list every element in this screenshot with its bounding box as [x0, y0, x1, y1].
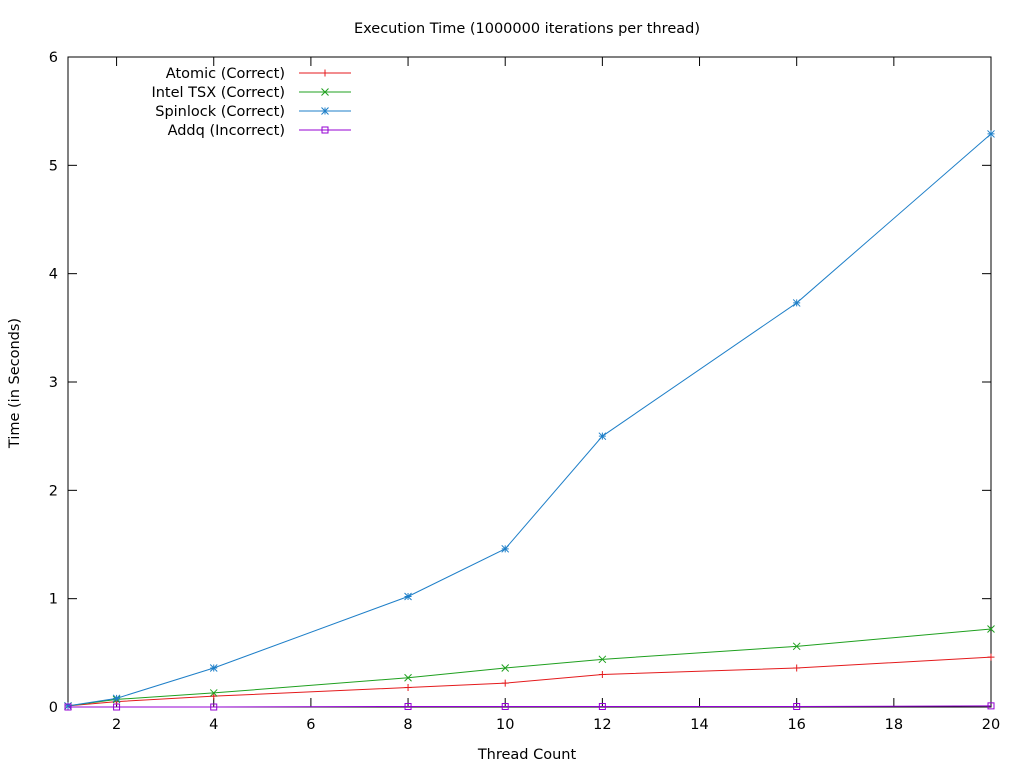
x-axis-label: Thread Count — [477, 747, 577, 763]
data-point-marker — [112, 694, 121, 703]
x-tick-label: 8 — [403, 717, 412, 733]
x-tick-label: 12 — [593, 717, 611, 733]
y-tick-label: 5 — [49, 158, 58, 174]
series-line — [67, 656, 992, 707]
data-point-marker — [321, 126, 329, 134]
y-axis-label: Time (in Seconds) — [7, 318, 23, 449]
legend-label: Atomic (Correct) — [166, 66, 285, 82]
x-tick-label: 2 — [112, 717, 121, 733]
series-line — [67, 628, 992, 707]
data-point-marker — [987, 653, 995, 661]
series-line — [68, 705, 992, 708]
data-point-marker — [501, 702, 509, 710]
data-point-marker — [598, 671, 606, 678]
x-tick-label: 14 — [690, 717, 708, 733]
data-point-marker — [501, 664, 510, 672]
plot-area — [67, 56, 992, 708]
x-tick-label: 6 — [306, 717, 315, 733]
series-line — [67, 133, 992, 707]
y-tick-label: 4 — [49, 267, 58, 283]
data-point-marker — [793, 702, 801, 710]
series-lines — [64, 130, 995, 711]
y-tick-label: 2 — [49, 483, 58, 499]
data-point-marker — [501, 679, 509, 687]
y-tick-label: 6 — [49, 50, 58, 66]
data-point-marker — [209, 689, 218, 697]
data-point-marker — [598, 432, 607, 441]
data-point-marker — [64, 702, 72, 710]
data-point-marker — [209, 664, 218, 672]
y-tick-label: 1 — [49, 592, 58, 608]
x-tick-label: 4 — [209, 717, 218, 733]
data-point-marker — [404, 673, 412, 682]
data-point-marker — [64, 703, 72, 711]
data-point-marker — [598, 655, 607, 664]
data-point-marker — [987, 702, 995, 710]
y-tick-label: 3 — [49, 375, 58, 391]
series-addq-incorrect — [64, 702, 995, 711]
data-point-marker — [404, 592, 412, 601]
data-point-marker — [210, 692, 218, 700]
data-point-marker — [321, 88, 329, 96]
data-point-marker — [598, 702, 606, 710]
chart-title: Execution Time (1000000 iterations per t… — [354, 21, 700, 37]
data-point-marker — [987, 625, 995, 633]
x-tick-label: 18 — [885, 717, 903, 733]
series-atomic-correct — [64, 653, 995, 710]
data-point-marker — [793, 664, 801, 672]
data-point-marker — [501, 544, 510, 553]
data-point-marker — [210, 703, 218, 711]
legend-label: Spinlock (Correct) — [155, 104, 285, 120]
data-point-marker — [404, 684, 412, 691]
data-point-marker — [321, 107, 329, 115]
legend-label: Addq (Incorrect) — [168, 123, 285, 139]
data-point-marker — [113, 703, 121, 711]
legend: Atomic (Correct) Intel TSX (Correct) Spinl… — [151, 66, 351, 139]
legend-label: Intel TSX (Correct) — [151, 85, 285, 101]
y-tick-label: 0 — [49, 700, 58, 716]
data-point-marker — [321, 69, 329, 77]
series-spinlock-correct — [64, 130, 995, 710]
x-tick-label: 20 — [982, 717, 1000, 733]
x-tick-label: 16 — [787, 717, 805, 733]
data-point-marker — [404, 702, 412, 710]
data-point-marker — [792, 299, 801, 307]
data-point-marker — [987, 130, 995, 138]
data-point-marker — [792, 642, 801, 651]
x-tick-label: 10 — [496, 717, 514, 733]
